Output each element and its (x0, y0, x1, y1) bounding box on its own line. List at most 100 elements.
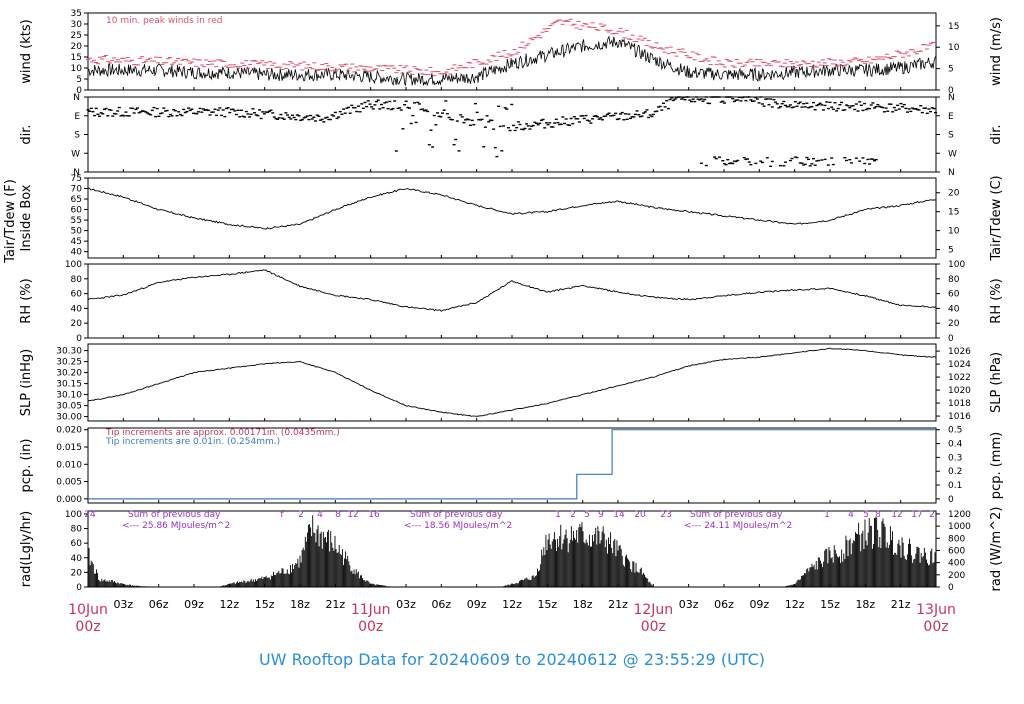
x-hour-label: 03z (396, 598, 416, 611)
slp-left-tick-label: 30.15 (56, 380, 82, 390)
rad-sun-marker: 20 (634, 510, 646, 520)
rad-right-tick-label: 400 (948, 559, 965, 569)
x-hour-label: 15z (537, 598, 557, 611)
page-title: UW Rooftop Data for 20240609 to 20240612… (259, 650, 765, 669)
temp-series-line (87, 187, 937, 230)
rh-ylabel-right: RH (%) (989, 278, 1004, 323)
rad-sun-marker: 14 (613, 510, 625, 520)
rad-sum-title: Sum of previous day (690, 510, 783, 520)
pcp-ylabel: pcp. (in) (19, 439, 34, 493)
x-hour-label: 21z (891, 598, 911, 611)
pcp-left-tick-label: 0.015 (56, 443, 82, 453)
dir-left-tick-label: W (71, 149, 80, 159)
x-hour-label: 18z (855, 598, 875, 611)
x-hour-label: 18z (573, 598, 593, 611)
rad-left-tick-label: 0 (76, 583, 82, 593)
x-hour-label: 15z (255, 598, 275, 611)
slp-right-tick-label: 1022 (948, 373, 971, 383)
rad-sun-marker: 1 (824, 510, 830, 520)
data-series (86, 18, 938, 587)
pcp-note-fine: Tip increments are approx. 0.00171in. (0… (105, 428, 340, 438)
pcp-left-tick-label: 0.005 (56, 478, 82, 488)
rh-right-tick-label: 100 (948, 260, 965, 270)
x-date-label: 11Jun (351, 602, 391, 618)
pcp-left-tick-label: 0.020 (56, 426, 82, 436)
rad-sun-marker: 5 (863, 510, 869, 520)
pcp-right-tick-label: 0.3 (948, 453, 962, 463)
rad-left-tick-label: 60 (71, 539, 83, 549)
rh-left-tick-label: 0 (76, 334, 82, 344)
temp-ylabel-right: Tair/Tdew (C) (989, 175, 1004, 261)
slp-left-tick-label: 30.10 (56, 391, 82, 401)
temp-left-tick-label: 75 (71, 174, 82, 184)
pcp-left-tick-label: 0.000 (56, 495, 82, 505)
x-date-hour-label: 00z (641, 619, 666, 635)
dir-right-tick-label: N (948, 93, 955, 103)
temp-right-tick-label: 15 (948, 208, 959, 218)
wind-left-tick-label: 15 (71, 53, 82, 63)
rh-left-tick-label: 40 (71, 304, 83, 314)
x-hour-label: 09z (467, 598, 487, 611)
pcp-right-tick-label: 0.1 (948, 481, 962, 491)
rad-sun-marker: 12 (891, 510, 902, 520)
x-date-hour-label: 00z (923, 619, 948, 635)
rad-sun-marker: 16 (368, 510, 380, 520)
rad-right-tick-label: 600 (948, 546, 965, 556)
rad-sun-marker: 17 (911, 510, 922, 520)
rad-sun-marker: 2 (929, 510, 935, 520)
slp-ylabel: SLP (inHg) (19, 349, 34, 417)
rad-sun-marker: 9 (598, 510, 604, 520)
rh-left-tick-label: 100 (65, 260, 82, 270)
rad-right-tick-label: 0 (948, 583, 954, 593)
temp-left-tick-label: 70 (71, 185, 83, 195)
rad-sum-title: Sum of previous day (410, 510, 503, 520)
x-date-hour-label: 00z (75, 619, 100, 635)
slp-series-line (87, 347, 937, 417)
dir-left-tick-label: N (73, 93, 80, 103)
temp-ylabel: Tair/Tdew (F) (3, 179, 18, 264)
temp-right-tick-label: 5 (948, 246, 954, 256)
rad-right-tick-label: 800 (948, 534, 965, 544)
x-date-label: 10Jun (68, 602, 108, 618)
slp-right-tick-label: 1018 (948, 399, 971, 409)
wind-ylabel-right: wind (m/s) (989, 17, 1004, 86)
rad-left-tick-label: 100 (65, 510, 82, 520)
dir-right-tick-label: W (948, 149, 957, 159)
x-hour-label: 12z (219, 598, 239, 611)
rad-sum-value: <--- 25.86 MJoules/m^2 (122, 521, 230, 531)
slp-right-tick-label: 1020 (948, 386, 971, 396)
rad-sun-marker: 23 (660, 510, 671, 520)
rad-sun-marker: 1 (555, 510, 561, 520)
dir-ylabel-right: dir. (989, 124, 1004, 144)
slp-right-tick-label: 1026 (948, 347, 971, 357)
pcp-right-tick-label: 0.4 (948, 440, 963, 450)
rh-right-tick-label: 20 (948, 319, 960, 329)
dir-left-tick-label: N (73, 168, 80, 178)
x-hour-label: 06z (149, 598, 169, 611)
pcp-right-tick-label: 0.2 (948, 467, 962, 477)
slp-left-tick-label: 30.05 (56, 402, 82, 412)
rh-right-tick-label: 60 (948, 290, 960, 300)
rad-right-tick-label: 1200 (948, 510, 971, 520)
rad-sum-title: Sum of previous day (128, 510, 221, 520)
pcp-right-tick-label: 0 (948, 495, 954, 505)
rh-ylabel: RH (%) (19, 278, 34, 323)
wind-left-tick-label: 0 (76, 86, 82, 96)
rad-sun-marker: 4 (848, 510, 854, 520)
dir-ylabel: dir. (19, 124, 34, 144)
slp-ylabel-right: SLP (hPa) (989, 352, 1004, 413)
rad-sun-marker: 12 (347, 510, 358, 520)
x-hour-label: 03z (113, 598, 133, 611)
wind-left-tick-label: 25 (71, 31, 82, 41)
rad-sun-marker: 4 (317, 510, 323, 520)
wind-right-tick-label: 15 (948, 22, 959, 32)
rh-series-line (87, 269, 937, 312)
wind-left-tick-label: 10 (71, 64, 83, 74)
rad-sum-value: <--- 24.11 MJoules/m^2 (684, 521, 792, 531)
x-hour-label: 09z (749, 598, 769, 611)
rad-ylabel-right: rad (W/m^2) (989, 507, 1004, 592)
temp-left-tick-label: 55 (71, 216, 82, 226)
x-hour-label: 18z (290, 598, 310, 611)
dir-right-tick-label: S (948, 131, 954, 141)
x-date-hour-label: 00z (358, 619, 383, 635)
